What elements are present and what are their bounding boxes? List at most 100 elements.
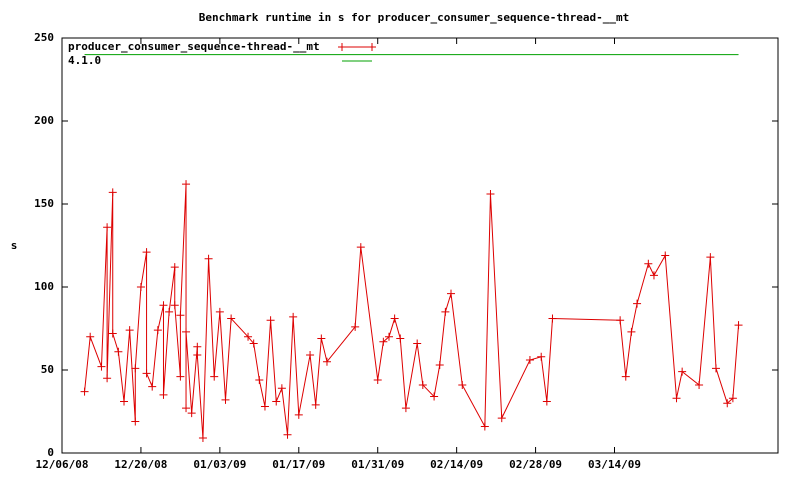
marker [114,347,123,356]
y-tick-label: 250 [34,31,54,44]
marker [159,390,168,399]
marker [379,337,388,346]
marker [108,329,117,338]
x-tick-label: 02/28/09 [509,458,562,471]
marker [227,314,236,323]
marker [294,410,303,419]
x-tick-label: 01/31/09 [351,458,404,471]
marker [136,283,145,291]
x-tick-label: 01/17/09 [272,458,325,471]
marker [266,316,275,325]
marker [289,312,298,321]
marker [142,248,151,257]
marker [198,434,207,443]
marker [678,367,687,376]
marker [317,334,326,343]
marker [441,307,450,316]
marker [103,374,112,383]
marker [435,361,444,370]
marker [255,375,264,384]
x-tick-label: 01/03/09 [193,458,246,471]
marker [108,188,117,197]
marker [170,263,179,272]
marker [193,342,202,351]
marker [351,322,360,331]
marker [430,392,439,401]
marker [86,332,95,341]
marker [103,223,112,232]
marker [396,334,405,343]
x-tick-label: 03/14/09 [588,458,641,471]
marker [283,430,292,439]
marker [193,351,202,360]
x-tick-label: 02/14/09 [430,458,483,471]
marker [542,397,551,406]
y-tick-label: 150 [34,197,54,210]
marker [187,409,196,418]
marker [97,362,106,371]
marker [723,399,732,408]
marker [497,414,506,423]
marker [458,380,467,389]
series-line [84,184,740,439]
marker [176,311,185,320]
x-tick-label: 12/06/08 [36,458,89,471]
marker [525,356,534,365]
marker [170,301,179,310]
marker [221,395,230,404]
marker [728,394,737,403]
marker [244,332,253,341]
marker [165,307,174,316]
marker [548,314,557,323]
marker [706,253,715,262]
marker [695,380,704,389]
marker [356,243,365,252]
marker [260,402,269,411]
marker [272,397,281,406]
y-tick-label: 100 [34,280,54,293]
marker [80,387,89,396]
marker [661,251,670,260]
y-tick-label: 200 [34,114,54,127]
legend-label: 4.1.0 [68,54,101,67]
marker [649,271,658,280]
marker [373,375,382,384]
marker [390,314,399,323]
y-axis-label: s [11,239,18,252]
marker [131,364,140,373]
marker [616,316,625,325]
marker [159,301,168,310]
marker [401,404,410,413]
marker [384,332,393,341]
legend-label: producer_consumer_sequence-thread-__mt [68,40,320,53]
marker [418,380,427,389]
marker [277,384,286,393]
marker [125,326,134,335]
y-tick-label: 0 [47,446,54,459]
marker [176,372,185,381]
marker [413,339,422,348]
marker [537,352,546,361]
marker [131,417,140,426]
plot-frame [61,37,779,454]
marker [142,369,151,378]
marker [182,180,191,189]
marker [120,397,129,406]
marker [633,299,642,308]
y-tick-label: 50 [41,363,54,376]
marker [480,422,489,431]
marker [322,357,331,366]
marker [215,307,224,316]
marker [311,400,320,409]
x-tick-label: 12/20/08 [114,458,167,471]
legend-marker [338,43,346,51]
marker [644,259,653,268]
chart-title: Benchmark runtime in s for producer_cons… [199,11,629,24]
marker [672,394,681,403]
marker [249,339,258,348]
marker [148,382,157,391]
marker [447,289,456,298]
marker [306,351,315,360]
